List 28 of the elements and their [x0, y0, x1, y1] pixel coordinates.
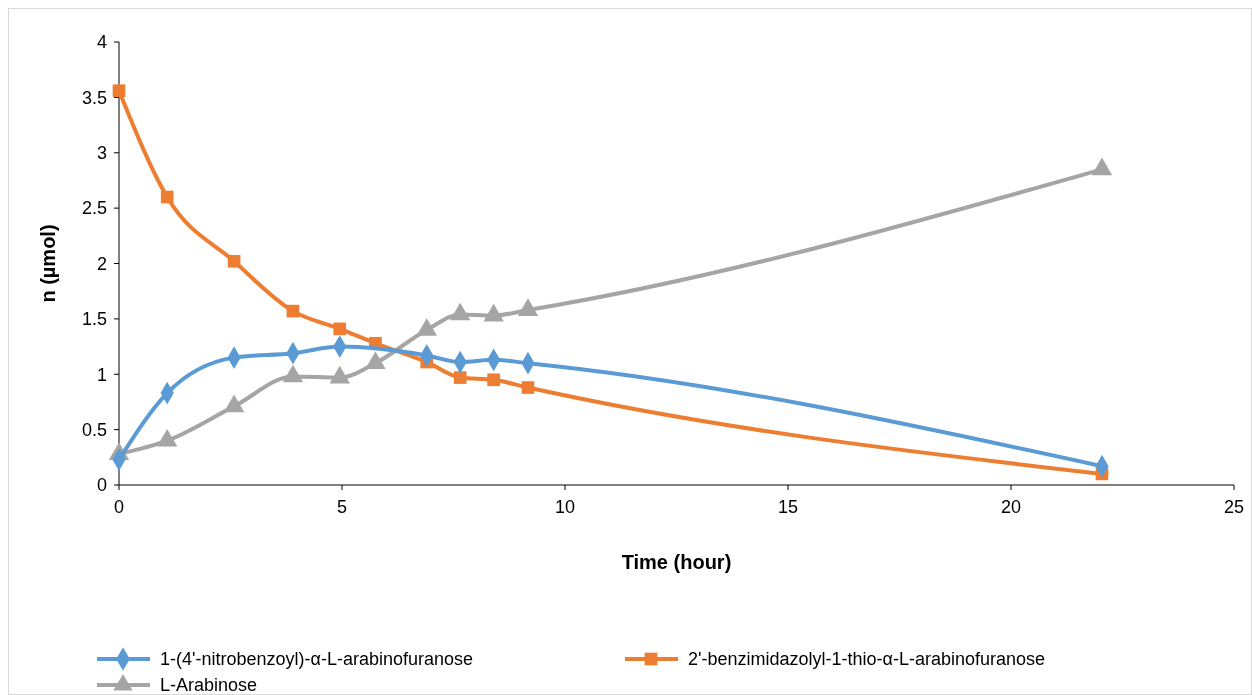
- y-tick-label: 1: [96, 364, 107, 385]
- y-tick-label: 1.5: [81, 309, 107, 330]
- y-tick-label: 2.5: [81, 198, 107, 219]
- legend-label: 2'-benzimidazolyl-1-thio-α-L-arabinofuranose: [688, 649, 1046, 670]
- y-tick-label: 0: [96, 475, 107, 496]
- y-tick-label: 0.5: [81, 419, 107, 440]
- x-tick-label: 25: [1223, 497, 1245, 517]
- y-tick-label: 3: [96, 143, 107, 164]
- point: [160, 190, 174, 204]
- legend-label: 1-(4'-nitrobenzoyl)-α-L-arabinofuranose: [160, 649, 473, 670]
- y-tick-label: 3.5: [81, 87, 107, 108]
- point: [286, 304, 300, 318]
- point: [112, 84, 126, 98]
- point: [227, 254, 241, 268]
- point: [333, 322, 347, 336]
- x-tick-label: 0: [113, 497, 125, 517]
- x-tick-label: 5: [336, 497, 348, 517]
- x-tick-label: 15: [777, 497, 799, 517]
- point: [453, 371, 467, 384]
- legend-label: L-Arabinose: [160, 675, 258, 695]
- x-tick-label: 10: [554, 497, 576, 517]
- y-tick-label: 2: [96, 253, 107, 274]
- y-tick-label: 4: [96, 32, 107, 53]
- x-axis-title: Time (hour): [621, 551, 732, 573]
- point: [487, 373, 500, 387]
- x-tick-label: 20: [1000, 497, 1022, 517]
- point: [521, 381, 535, 394]
- y-axis-title: n (µmol): [37, 224, 59, 303]
